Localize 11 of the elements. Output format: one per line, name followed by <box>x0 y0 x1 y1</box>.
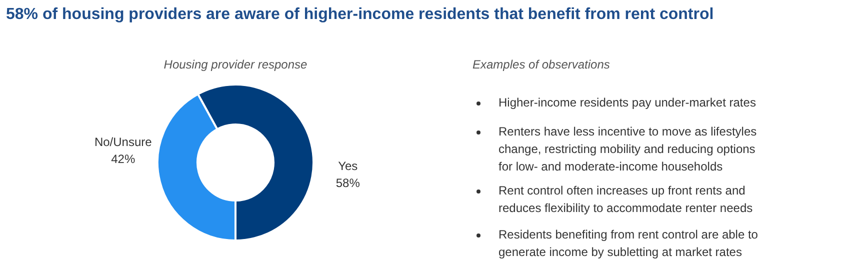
text: Examples of observations <box>472 58 610 72</box>
chart-title: 58% of housing providers are aware of higher-income residents that benefit from rent control <box>6 5 714 25</box>
text: Higher-income residents pay under-market rates <box>498 96 756 110</box>
text: Rent control often increases up front rents and reduces flexibility to accommodate renter needs <box>498 184 753 215</box>
data-label: 58% <box>336 176 360 190</box>
slice-label: Yes <box>338 159 358 174</box>
text: Residents benefiting from rent control are able to generate income by subletting at market rates <box>498 228 758 259</box>
chart-subtitle: Housing provider response <box>164 58 308 72</box>
text: Renters have less incentive to move as lifestyles change, restricting mobility and reducing options for low- and moderate-income households <box>498 124 757 174</box>
data-label: 42% <box>111 152 136 166</box>
slice-label: No/Unsure <box>94 135 152 150</box>
